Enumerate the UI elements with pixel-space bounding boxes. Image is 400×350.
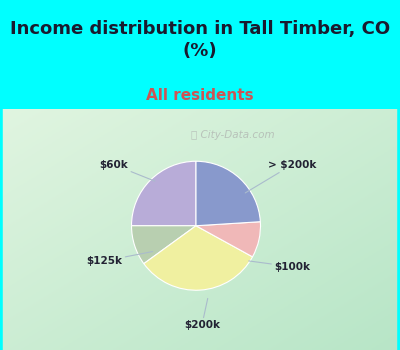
Text: All residents: All residents bbox=[146, 88, 254, 103]
Wedge shape bbox=[132, 226, 196, 264]
Text: > $200k: > $200k bbox=[245, 160, 316, 193]
Text: ⓘ City-Data.com: ⓘ City-Data.com bbox=[191, 130, 275, 140]
Text: $125k: $125k bbox=[86, 252, 153, 266]
Text: $100k: $100k bbox=[249, 261, 310, 272]
Wedge shape bbox=[196, 222, 260, 257]
Wedge shape bbox=[132, 161, 196, 226]
Text: $200k: $200k bbox=[184, 299, 220, 330]
Wedge shape bbox=[144, 226, 252, 290]
Wedge shape bbox=[196, 161, 260, 226]
Text: Income distribution in Tall Timber, CO
(%): Income distribution in Tall Timber, CO (… bbox=[10, 20, 390, 60]
Text: $60k: $60k bbox=[100, 160, 155, 181]
